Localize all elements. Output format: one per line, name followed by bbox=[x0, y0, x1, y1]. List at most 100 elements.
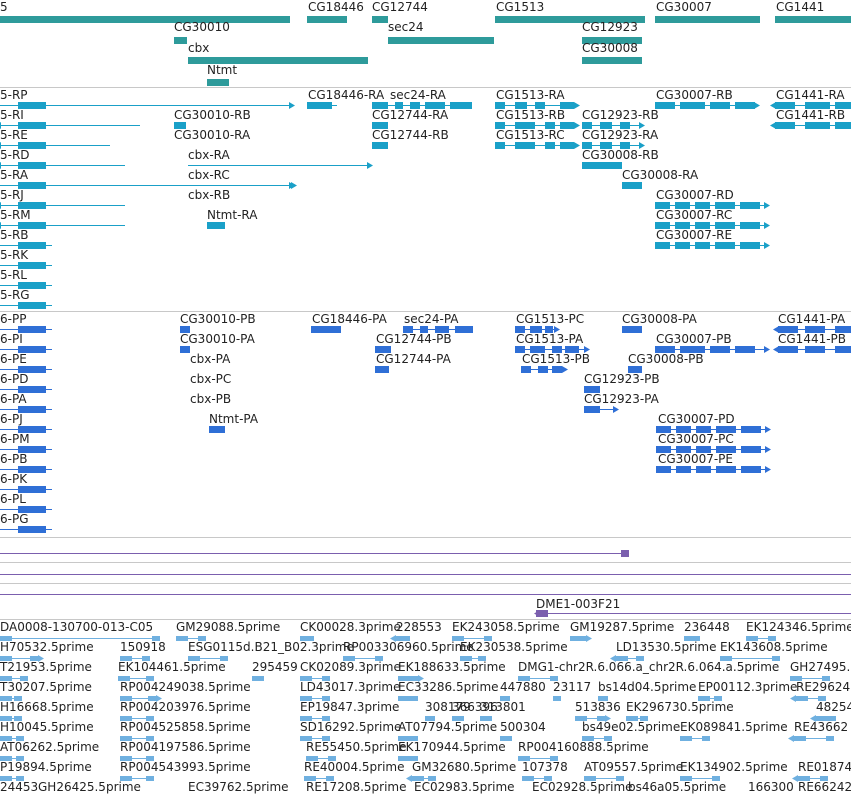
feature-label[interactable]: CG30010-PB bbox=[180, 312, 256, 326]
feature-label[interactable]: cbx-RA bbox=[188, 148, 230, 162]
est-block[interactable] bbox=[120, 656, 132, 661]
est-block[interactable] bbox=[188, 656, 200, 661]
est-block[interactable] bbox=[0, 636, 12, 641]
exon-block[interactable] bbox=[18, 222, 26, 229]
est-block[interactable] bbox=[256, 676, 264, 681]
exon-block[interactable] bbox=[545, 142, 555, 149]
feature-label[interactable]: 6-PJ bbox=[0, 412, 23, 426]
est-block[interactable] bbox=[176, 636, 188, 641]
feature-label[interactable]: CG12923-RB bbox=[582, 108, 659, 122]
feature-label[interactable]: 6-PG bbox=[0, 512, 29, 526]
exon-block[interactable] bbox=[515, 346, 525, 353]
feature-label[interactable]: bs49e02.5prime bbox=[582, 720, 681, 734]
est-block[interactable] bbox=[120, 716, 132, 721]
est-block[interactable] bbox=[16, 736, 24, 741]
exon-block[interactable] bbox=[395, 102, 403, 109]
exon-block[interactable] bbox=[740, 242, 760, 249]
est-block[interactable] bbox=[504, 736, 512, 741]
exon-block[interactable] bbox=[26, 346, 46, 353]
est-block[interactable] bbox=[712, 776, 720, 781]
feature-label[interactable]: EK124346.5prime bbox=[746, 620, 851, 634]
feature-label[interactable]: cbx-PA bbox=[190, 352, 231, 366]
est-block[interactable] bbox=[402, 636, 410, 641]
est-block[interactable] bbox=[306, 756, 318, 761]
exon-block[interactable] bbox=[696, 446, 711, 453]
est-block[interactable] bbox=[0, 716, 12, 721]
feature-label[interactable]: cbx-RB bbox=[188, 188, 231, 202]
feature-label[interactable]: CG30008-PA bbox=[622, 312, 697, 326]
exon-block[interactable] bbox=[695, 242, 710, 249]
rna-block[interactable] bbox=[536, 610, 548, 617]
est-block[interactable] bbox=[16, 756, 24, 761]
exon-block[interactable] bbox=[18, 262, 26, 269]
feature-label[interactable]: sec24-RA bbox=[390, 88, 446, 102]
feature-label[interactable]: RP004543993.5prime bbox=[120, 760, 251, 774]
exon-block[interactable] bbox=[710, 346, 730, 353]
est-block[interactable] bbox=[300, 676, 312, 681]
gene-block[interactable] bbox=[174, 37, 187, 44]
exon-block[interactable] bbox=[835, 346, 851, 353]
est-block[interactable] bbox=[578, 636, 586, 641]
exon-block[interactable] bbox=[18, 162, 26, 169]
feature-label[interactable]: CG1513 bbox=[496, 0, 545, 14]
est-block[interactable] bbox=[412, 776, 424, 781]
exon-block[interactable] bbox=[656, 426, 671, 433]
feature-label[interactable]: CG30008-RB bbox=[582, 148, 659, 162]
exon-block[interactable] bbox=[696, 426, 711, 433]
est-block[interactable] bbox=[796, 696, 808, 701]
exon-block[interactable] bbox=[18, 202, 26, 209]
exon-block[interactable] bbox=[695, 202, 710, 209]
exon-block[interactable] bbox=[835, 326, 851, 333]
est-block[interactable] bbox=[818, 696, 826, 701]
exon-block[interactable] bbox=[716, 426, 736, 433]
feature-label[interactable]: 500304 bbox=[500, 720, 546, 734]
gene-block[interactable] bbox=[0, 16, 290, 23]
feature-label[interactable]: EK104461.5prime bbox=[118, 660, 226, 674]
est-block[interactable] bbox=[428, 776, 436, 781]
feature-label[interactable]: CG1513-PA bbox=[516, 332, 584, 346]
feature-label[interactable]: 6-PB bbox=[0, 452, 28, 466]
exon-block[interactable] bbox=[515, 122, 535, 129]
est-block[interactable] bbox=[398, 696, 410, 701]
gene-block[interactable] bbox=[388, 37, 494, 44]
feature-label[interactable]: 48254 bbox=[816, 700, 851, 714]
feature-label[interactable]: 5-RB bbox=[0, 228, 29, 242]
feature-label[interactable]: EK296730.5prime bbox=[626, 700, 734, 714]
feature-label[interactable]: 5-RL bbox=[0, 268, 27, 282]
est-block[interactable] bbox=[604, 736, 612, 741]
est-block[interactable] bbox=[616, 776, 624, 781]
exon-block[interactable] bbox=[372, 122, 388, 129]
est-block[interactable] bbox=[0, 776, 12, 781]
est-block[interactable] bbox=[826, 736, 834, 741]
feature-label[interactable]: AT06262.5prime bbox=[0, 740, 100, 754]
exon-block[interactable] bbox=[538, 366, 548, 373]
est-block[interactable] bbox=[584, 776, 596, 781]
exon-block[interactable] bbox=[26, 162, 46, 169]
est-block[interactable] bbox=[198, 636, 206, 641]
est-block[interactable] bbox=[582, 736, 594, 741]
est-block[interactable] bbox=[300, 736, 312, 741]
feature-label[interactable]: 6-PL bbox=[0, 492, 26, 506]
feature-label[interactable]: Ntmt bbox=[207, 63, 238, 77]
est-block[interactable] bbox=[328, 756, 336, 761]
exon-block[interactable] bbox=[26, 142, 46, 149]
feature-label[interactable]: EK170944.5prime bbox=[398, 740, 506, 754]
exon-block[interactable] bbox=[18, 426, 26, 433]
feature-label[interactable]: 447880 bbox=[500, 680, 546, 694]
est-block[interactable] bbox=[692, 636, 700, 641]
feature-label[interactable]: RE66242 bbox=[798, 780, 851, 794]
exon-block[interactable] bbox=[741, 426, 761, 433]
exon-block[interactable] bbox=[622, 182, 642, 189]
exon-block[interactable] bbox=[775, 102, 795, 109]
exon-block[interactable] bbox=[18, 242, 26, 249]
exon-block[interactable] bbox=[26, 282, 46, 289]
exon-block[interactable] bbox=[835, 102, 851, 109]
feature-label[interactable]: GH27495. bbox=[790, 660, 851, 674]
est-block[interactable] bbox=[326, 776, 334, 781]
est-block[interactable] bbox=[680, 776, 692, 781]
exon-block[interactable] bbox=[26, 486, 46, 493]
exon-block[interactable] bbox=[26, 222, 46, 229]
exon-block[interactable] bbox=[307, 102, 332, 109]
feature-label[interactable]: CG12744-RB bbox=[372, 128, 449, 142]
exon-block[interactable] bbox=[584, 406, 600, 413]
